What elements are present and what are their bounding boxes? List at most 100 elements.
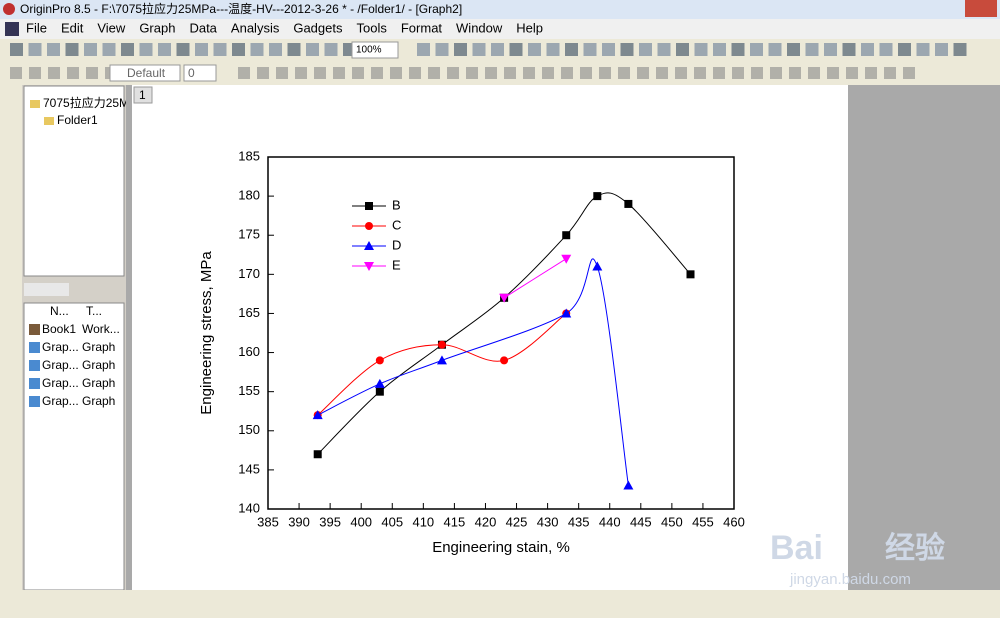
- toolbar-button[interactable]: [232, 43, 245, 56]
- toolbar-button[interactable]: [28, 43, 42, 56]
- tree-folder[interactable]: Folder1: [57, 113, 98, 127]
- row-type[interactable]: Graph: [82, 394, 115, 408]
- toolbar-button[interactable]: [750, 43, 763, 56]
- toolbar-button[interactable]: [565, 43, 578, 56]
- toolbar-button[interactable]: [656, 67, 668, 79]
- toolbar-button[interactable]: [447, 67, 459, 79]
- toolbar-button[interactable]: [805, 43, 819, 56]
- toolbar-button[interactable]: [770, 67, 782, 79]
- toolbar-button[interactable]: [676, 43, 689, 56]
- menu-item[interactable]: Gadgets: [293, 20, 343, 35]
- row-type[interactable]: Graph: [82, 358, 115, 372]
- toolbar-button[interactable]: [29, 67, 41, 79]
- toolbar-button[interactable]: [694, 67, 706, 79]
- toolbar-button[interactable]: [176, 43, 190, 56]
- toolbar-button[interactable]: [824, 43, 837, 56]
- toolbar-button[interactable]: [121, 43, 134, 56]
- menu-item[interactable]: View: [97, 20, 126, 35]
- toolbar-button[interactable]: [732, 67, 744, 79]
- toolbar-button[interactable]: [454, 43, 467, 56]
- toolbar-button[interactable]: [713, 67, 725, 79]
- row-name[interactable]: Book1: [42, 322, 76, 336]
- toolbar-button[interactable]: [639, 43, 652, 56]
- toolbar-button[interactable]: [768, 43, 782, 56]
- toolbar-button[interactable]: [435, 43, 449, 56]
- row-name[interactable]: Grap...: [42, 358, 79, 372]
- toolbar-button[interactable]: [751, 67, 763, 79]
- toolbar-button[interactable]: [657, 43, 671, 56]
- toolbar-button[interactable]: [276, 67, 288, 79]
- toolbar-button[interactable]: [808, 67, 820, 79]
- toolbar-button[interactable]: [694, 43, 708, 56]
- menu-item[interactable]: Graph: [139, 20, 175, 35]
- toolbar-button[interactable]: [86, 67, 98, 79]
- toolbar-button[interactable]: [846, 67, 858, 79]
- toolbar-button[interactable]: [842, 43, 856, 56]
- toolbar-button[interactable]: [713, 43, 726, 56]
- toolbar-button[interactable]: [637, 67, 649, 79]
- menu-item[interactable]: Window: [456, 20, 503, 35]
- row-type[interactable]: Graph: [82, 340, 115, 354]
- toolbar-button[interactable]: [65, 43, 79, 56]
- toolbar-button[interactable]: [257, 67, 269, 79]
- toolbar-button[interactable]: [523, 67, 535, 79]
- toolbar-button[interactable]: [250, 43, 264, 56]
- row-type[interactable]: Work...: [82, 322, 120, 336]
- toolbar-button[interactable]: [352, 67, 364, 79]
- menu-item[interactable]: Analysis: [231, 20, 280, 35]
- toolbar-button[interactable]: [865, 67, 877, 79]
- toolbar-button[interactable]: [10, 43, 23, 56]
- toolbar-button[interactable]: [602, 43, 615, 56]
- toolbar-button[interactable]: [102, 43, 116, 56]
- toolbar-button[interactable]: [428, 67, 440, 79]
- toolbar-button[interactable]: [583, 43, 597, 56]
- toolbar-button[interactable]: [333, 67, 345, 79]
- toolbar-button[interactable]: [731, 43, 745, 56]
- toolbar-button[interactable]: [789, 67, 801, 79]
- toolbar-button[interactable]: [618, 67, 630, 79]
- toolbar-button[interactable]: [10, 67, 22, 79]
- toolbar-button[interactable]: [287, 43, 301, 56]
- list-header[interactable]: T...: [86, 304, 102, 318]
- toolbar-button[interactable]: [504, 67, 516, 79]
- toolbar-button[interactable]: [306, 43, 319, 56]
- menu-item[interactable]: Edit: [61, 20, 84, 35]
- toolbar-button[interactable]: [84, 43, 97, 56]
- menu-item[interactable]: Data: [189, 20, 217, 35]
- toolbar-button[interactable]: [935, 43, 948, 56]
- toolbar-button[interactable]: [561, 67, 573, 79]
- toolbar-button[interactable]: [324, 43, 338, 56]
- toolbar-button[interactable]: [409, 67, 421, 79]
- toolbar-button[interactable]: [903, 67, 915, 79]
- toolbar-button[interactable]: [884, 67, 896, 79]
- toolbar-button[interactable]: [295, 67, 307, 79]
- toolbar-button[interactable]: [213, 43, 227, 56]
- toolbar-button[interactable]: [48, 67, 60, 79]
- toolbar-button[interactable]: [67, 67, 79, 79]
- toolbar-button[interactable]: [916, 43, 930, 56]
- list-header[interactable]: N...: [50, 304, 69, 318]
- menu-icon[interactable]: [5, 22, 19, 36]
- toolbar-button[interactable]: [546, 43, 560, 56]
- toolbar-button[interactable]: [580, 67, 592, 79]
- close-button[interactable]: [965, 0, 997, 17]
- toolbar-button[interactable]: [466, 67, 478, 79]
- toolbar-button[interactable]: [542, 67, 554, 79]
- toolbar-button[interactable]: [898, 43, 911, 56]
- toolbar-button[interactable]: [158, 43, 171, 56]
- row-name[interactable]: Grap...: [42, 394, 79, 408]
- toolbar-button[interactable]: [787, 43, 800, 56]
- toolbar-button[interactable]: [47, 43, 60, 56]
- toolbar-button[interactable]: [472, 43, 486, 56]
- scrollbar[interactable]: [24, 283, 69, 296]
- toolbar-button[interactable]: [953, 43, 967, 56]
- menu-item[interactable]: File: [26, 20, 47, 35]
- toolbar-button[interactable]: [314, 67, 326, 79]
- font-size-box[interactable]: [183, 64, 217, 82]
- menu-item[interactable]: Format: [401, 20, 443, 35]
- row-type[interactable]: Graph: [82, 376, 115, 390]
- toolbar-button[interactable]: [269, 43, 282, 56]
- font-box[interactable]: [109, 64, 181, 82]
- toolbar-button[interactable]: [509, 43, 523, 56]
- layer-tab[interactable]: [133, 86, 153, 104]
